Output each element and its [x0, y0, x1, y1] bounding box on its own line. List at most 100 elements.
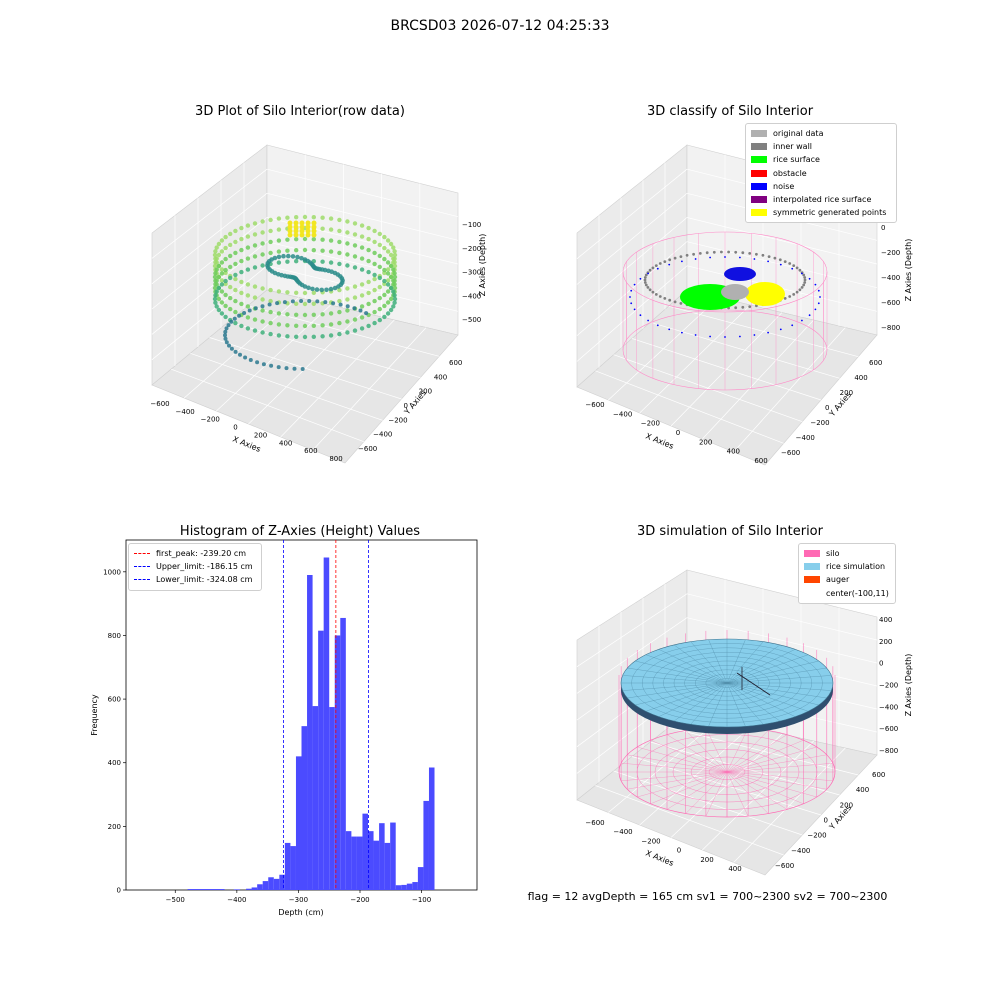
raw-point	[219, 278, 225, 283]
silo-floor-spoke	[726, 771, 788, 810]
raw-point	[382, 245, 387, 251]
raw-point	[385, 289, 391, 294]
rice-mesh-spoke	[726, 667, 827, 684]
raw-point	[213, 260, 218, 265]
histogram-bar	[417, 867, 424, 890]
raw-point	[293, 232, 299, 238]
inner-wall-point	[644, 283, 648, 287]
rice-mesh-spoke	[635, 660, 728, 684]
noise-point	[639, 277, 642, 280]
simulation-y-tick-label: −400	[791, 847, 810, 855]
raw-point	[388, 274, 394, 280]
inner-wall-point	[741, 251, 745, 255]
raw-point	[260, 263, 265, 268]
classify-x-ticks: −600 −400 −200 0 200 400 600	[585, 401, 767, 465]
noise-point	[808, 277, 811, 280]
histogram-y-label: Frequency	[90, 694, 99, 736]
raw-point	[385, 278, 391, 283]
rice-mesh-spoke	[645, 654, 728, 684]
histogram-y-tick-label: 600	[108, 696, 121, 704]
simulation-y-tick-label: −200	[807, 832, 826, 840]
classify-legend-item: interpolated rice surface	[751, 193, 891, 206]
legend-label: Lower_limit: -324.08 cm	[156, 575, 253, 585]
raw-point	[295, 254, 300, 260]
raw-point	[392, 285, 398, 291]
legend-swatch	[751, 196, 767, 204]
silo-floor-spoke	[627, 771, 728, 790]
classify-x-tick-label: 400	[727, 448, 740, 456]
simulation-z-ticks: 400 200 0 −200 −400 −600 −800	[879, 616, 898, 755]
raw-point	[260, 219, 265, 224]
histogram-bar	[251, 887, 258, 890]
raw-point	[233, 250, 238, 256]
raw-point	[233, 261, 238, 267]
classify-plot-title: 3D classify of Silo Interior	[646, 104, 814, 119]
raw-point	[269, 363, 274, 368]
raw-point	[320, 226, 325, 231]
noise-point	[753, 334, 756, 336]
simulation-x-label: X Axies	[644, 849, 675, 868]
raw-point	[372, 228, 377, 234]
noise-point	[817, 289, 820, 292]
raw-point	[352, 328, 358, 333]
raw-point	[268, 320, 273, 326]
histogram-x-tick-label: −300	[289, 896, 308, 904]
raw-point	[223, 234, 228, 240]
raw-point	[307, 299, 312, 303]
simulation-z-tick-label: −400	[879, 703, 898, 711]
noise-point	[656, 267, 659, 270]
silo-floor-spoke	[650, 740, 728, 773]
raw-point	[268, 298, 273, 304]
simulation-z-tick-label: −600	[879, 725, 898, 733]
raw-point	[213, 271, 218, 276]
raw-point	[385, 300, 391, 305]
rice-mesh-spoke	[658, 649, 728, 684]
raw-point	[260, 297, 265, 302]
raw-point	[382, 234, 387, 240]
raw-z-tick-label: −500	[462, 316, 481, 324]
raw-point	[359, 256, 365, 261]
raw-point	[392, 271, 397, 276]
raw-point	[290, 299, 295, 304]
inner-wall-point	[748, 305, 752, 308]
histogram-bar	[290, 846, 296, 890]
raw-point	[359, 315, 365, 320]
noise-point	[709, 256, 711, 259]
raw-point	[311, 228, 317, 234]
raw-point	[392, 249, 397, 254]
legend-label: rice simulation	[826, 562, 886, 572]
classify-y-tick-label: 600	[869, 359, 882, 367]
inner-wall-point	[648, 288, 652, 292]
raw-point	[223, 303, 228, 309]
simulation-y-tick-label: 200	[840, 801, 853, 809]
simulation-z-tick-label: −800	[879, 747, 898, 755]
noise-point	[633, 283, 636, 286]
grid-line	[686, 593, 878, 641]
raw-point	[239, 225, 244, 231]
inner-wall-point	[679, 255, 683, 258]
classify-y-tick-label: 400	[854, 374, 867, 382]
raw-point	[366, 236, 371, 242]
grid-line	[613, 354, 803, 422]
raw-point	[382, 267, 387, 273]
raw-point	[233, 228, 238, 234]
noise-point	[819, 296, 821, 298]
histogram-reference-lines	[283, 540, 369, 890]
inner-wall-point	[792, 293, 796, 296]
legend-swatch	[751, 156, 767, 164]
raw-point	[385, 271, 391, 276]
raw-point	[219, 267, 225, 272]
raw-point	[290, 254, 296, 259]
legend-label: rice surface	[773, 155, 820, 165]
histogram-bar	[318, 630, 324, 890]
noise-point	[767, 260, 769, 263]
classify-y-tick-label: 200	[840, 389, 853, 397]
grid-line	[266, 217, 459, 265]
inner-wall-point	[803, 278, 807, 282]
raw-z-tick-label: −300	[462, 269, 481, 277]
inner-wall-point	[648, 268, 652, 272]
raw-point	[311, 290, 316, 295]
raw-point	[392, 300, 397, 305]
raw-point	[248, 358, 253, 362]
raw-point	[328, 333, 334, 338]
